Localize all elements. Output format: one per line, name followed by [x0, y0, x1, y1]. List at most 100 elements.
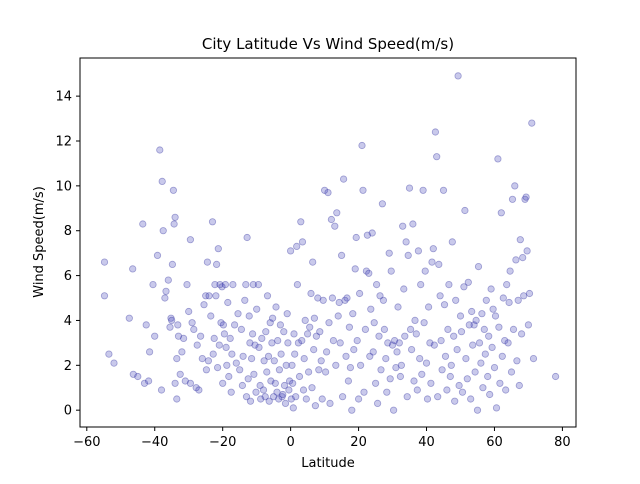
data-point — [205, 292, 213, 300]
data-point — [399, 222, 407, 230]
data-point — [255, 343, 263, 351]
data-point — [485, 332, 493, 340]
data-point — [350, 345, 358, 354]
data-point — [473, 406, 482, 414]
data-point — [484, 372, 492, 381]
data-point — [480, 325, 488, 333]
data-point — [475, 339, 484, 347]
data-point — [376, 292, 384, 300]
y-axis-ticks: 0 2 4 6 8 10 12 14 — [55, 90, 80, 419]
data-point — [435, 260, 443, 268]
data-point — [506, 267, 514, 275]
data-point — [259, 386, 268, 394]
data-point — [295, 372, 304, 381]
data-point — [213, 260, 221, 268]
data-point — [215, 341, 223, 349]
data-point — [413, 386, 421, 394]
data-point — [217, 319, 225, 327]
data-point — [248, 354, 256, 363]
data-point — [478, 310, 486, 318]
data-point — [440, 301, 449, 309]
data-point — [224, 298, 232, 307]
data-point — [181, 377, 189, 385]
data-point — [508, 195, 517, 203]
y-tick-label: 6 — [64, 269, 72, 284]
x-tick-label: 40 — [418, 435, 435, 450]
data-point — [234, 310, 242, 318]
data-point — [369, 348, 377, 356]
data-point — [488, 343, 496, 351]
data-point — [225, 372, 233, 381]
data-point — [140, 379, 149, 387]
data-point — [157, 386, 166, 394]
data-point — [208, 218, 217, 226]
data-point — [346, 363, 354, 372]
data-point — [246, 397, 255, 405]
data-point — [176, 370, 184, 378]
data-point — [393, 348, 401, 356]
data-point — [378, 200, 386, 208]
data-point — [265, 397, 273, 405]
data-point — [245, 312, 253, 320]
data-point — [293, 242, 301, 250]
data-point — [200, 301, 208, 309]
data-point — [337, 251, 346, 259]
data-point — [142, 321, 150, 329]
data-point — [314, 294, 322, 302]
data-point — [351, 265, 359, 273]
x-tick-label: 60 — [486, 435, 503, 450]
data-point — [211, 280, 219, 289]
data-point — [400, 285, 408, 293]
x-tick-label: 20 — [350, 435, 367, 450]
data-point — [487, 285, 495, 293]
data-point — [450, 332, 458, 340]
data-point — [280, 381, 289, 390]
data-point — [438, 366, 446, 374]
data-point — [202, 292, 210, 300]
data-point — [299, 386, 308, 394]
data-point — [242, 280, 250, 289]
data-point — [246, 339, 254, 347]
data-point — [282, 361, 290, 369]
data-point — [402, 238, 410, 246]
data-point — [216, 280, 224, 289]
data-point — [498, 352, 506, 360]
data-point — [325, 319, 333, 327]
data-point — [464, 278, 472, 286]
data-point — [436, 292, 444, 300]
data-point — [455, 381, 463, 390]
data-point — [332, 361, 340, 369]
data-point — [501, 336, 509, 345]
data-point — [236, 366, 244, 374]
data-point — [161, 294, 169, 302]
data-point — [517, 330, 526, 338]
data-point — [195, 386, 203, 394]
data-point — [465, 321, 473, 329]
data-point — [474, 262, 483, 271]
data-point — [514, 296, 522, 304]
data-point — [303, 330, 312, 338]
data-point — [105, 350, 113, 358]
data-point — [298, 336, 306, 345]
data-point — [382, 354, 390, 363]
data-point — [267, 377, 275, 385]
data-point — [353, 336, 361, 345]
data-point — [395, 339, 403, 347]
data-point — [441, 352, 450, 360]
data-point — [414, 247, 422, 255]
data-point — [302, 395, 310, 403]
data-point — [110, 359, 118, 367]
data-point — [404, 251, 412, 259]
data-point — [443, 386, 451, 394]
data-point — [171, 213, 179, 221]
y-tick-label: 8 — [64, 224, 72, 239]
data-point — [460, 283, 468, 291]
data-point — [515, 381, 523, 390]
data-point — [261, 393, 269, 401]
data-point — [345, 323, 353, 331]
data-point — [274, 336, 282, 345]
data-point — [280, 328, 288, 336]
data-point — [263, 368, 271, 376]
data-point — [431, 128, 439, 136]
data-point — [318, 395, 326, 403]
